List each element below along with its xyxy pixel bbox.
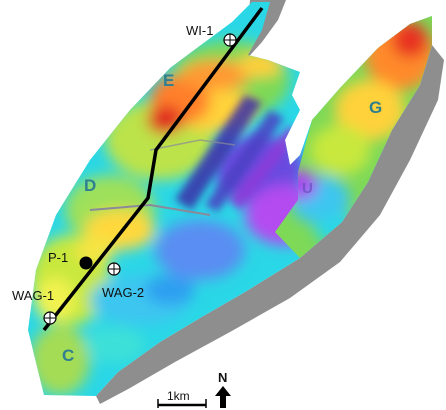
well-wag2-symbol[interactable]	[107, 262, 121, 276]
fault-line-d	[89, 203, 211, 216]
zone-label-g: G	[369, 98, 382, 117]
scale-bar: 1km	[157, 389, 207, 408]
well-wag1-symbol[interactable]	[43, 311, 57, 325]
well-p1-symbol[interactable]	[79, 256, 93, 270]
well-label-wag2: WAG-2	[102, 285, 144, 300]
well-label-wi1: WI-1	[186, 23, 213, 38]
zone-label-e: E	[163, 71, 174, 90]
relief-shadow-bottom	[96, 45, 444, 404]
north-arrow-icon	[215, 386, 231, 408]
scale-bar-label: 1km	[167, 389, 190, 403]
north-arrow: N	[215, 370, 231, 408]
well-label-p1: P-1	[48, 250, 68, 265]
north-arrow-label: N	[218, 370, 227, 385]
zone-label-c: C	[62, 346, 74, 365]
well-trajectory-line	[42, 6, 264, 332]
fault-line-e	[149, 139, 236, 151]
zone-label-u: U	[302, 180, 313, 197]
zone-label-d: D	[84, 176, 96, 195]
well-wi1-symbol[interactable]	[223, 33, 237, 47]
well-label-wag1: WAG-1	[12, 288, 54, 303]
